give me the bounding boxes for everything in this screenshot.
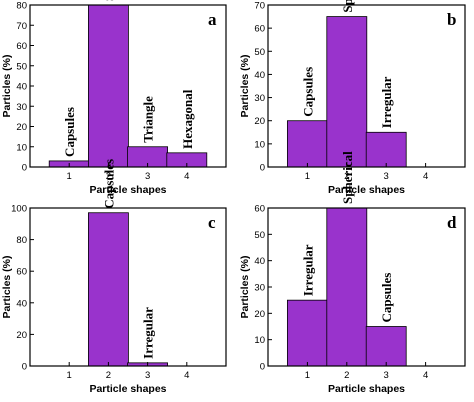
x-tick-label: 3 xyxy=(145,171,150,182)
bar-label: Capsules xyxy=(300,67,315,117)
y-tick-label: 30 xyxy=(16,102,27,113)
plot-frame xyxy=(267,4,466,168)
y-tick-label: 60 xyxy=(254,204,265,215)
bar xyxy=(88,212,129,367)
x-axis-title: Particle shapes xyxy=(328,184,405,196)
chart-panel-d: IrregularSphericalCapsules01020304050601… xyxy=(239,151,466,395)
chart-panel-a: Capsules Spherical Triangle Hexagonal 0 10 20 3… xyxy=(1,0,227,196)
y-tick-label: 60 xyxy=(16,41,27,52)
bar xyxy=(365,326,407,367)
x-axis-title: Particle shapes xyxy=(328,383,405,395)
bar-label: Irregular xyxy=(300,244,315,296)
y-tick-label: 0 xyxy=(260,163,265,174)
y-tick-label: 60 xyxy=(254,24,265,35)
y-tick-label: 80 xyxy=(16,235,27,246)
bar-label: Irregular xyxy=(379,76,394,128)
bar-label: Capsules xyxy=(62,107,77,157)
y-tick-label: 50 xyxy=(16,61,27,72)
x-tick-label: 1 xyxy=(305,171,310,182)
y-tick-label: 60 xyxy=(16,267,27,278)
y-tick-label: 20 xyxy=(16,330,27,341)
bar-label: Spherical xyxy=(340,151,355,204)
y-tick-label: 40 xyxy=(16,298,27,309)
y-tick-label: 0 xyxy=(22,362,27,373)
y-tick-label: 30 xyxy=(254,283,265,294)
bar xyxy=(326,207,368,367)
bar-label: Capsules xyxy=(101,159,116,209)
bar xyxy=(326,16,368,168)
y-tick-label: 10 xyxy=(254,139,265,150)
x-tick-label: 4 xyxy=(184,370,189,381)
plot-frame xyxy=(29,207,227,367)
y-tick-label: 50 xyxy=(254,47,265,58)
panel-letter: c xyxy=(208,213,216,232)
bar-label: Spherical xyxy=(340,0,355,13)
x-axis-title: Particle shapes xyxy=(89,184,166,196)
x-tick-label: 3 xyxy=(384,171,389,182)
panel-letter: d xyxy=(447,213,457,232)
y-tick-label: 70 xyxy=(254,1,265,12)
bar-label: Hexagonal xyxy=(180,89,195,149)
bar xyxy=(286,120,328,168)
y-tick-label: 50 xyxy=(254,230,265,241)
x-tick-label: 1 xyxy=(67,171,72,182)
x-tick-label: 1 xyxy=(67,370,72,381)
y-tick-label: 40 xyxy=(254,70,265,81)
x-tick-label: 3 xyxy=(384,370,389,381)
bar-label: Capsules xyxy=(379,273,394,323)
y-tick-label: 30 xyxy=(254,93,265,104)
y-tick-label: 10 xyxy=(254,335,265,346)
y-tick-label: 10 xyxy=(16,142,27,153)
y-tick-label: 20 xyxy=(254,116,265,127)
y-tick-label: 100 xyxy=(11,204,27,215)
bar xyxy=(88,4,129,168)
bar-label: Triangle xyxy=(141,96,156,143)
x-tick-label: 4 xyxy=(423,370,428,381)
y-tick-label: 0 xyxy=(260,362,265,373)
y-tick-label: 20 xyxy=(254,309,265,320)
y-tick-label: 70 xyxy=(16,21,27,32)
panel-letter: b xyxy=(447,10,456,29)
x-tick-label: 2 xyxy=(344,171,349,182)
y-axis-title: Particles (%) xyxy=(1,54,13,117)
y-axis-title: Particles (%) xyxy=(239,255,251,318)
panel-letter: a xyxy=(208,10,217,29)
y-tick-label: 80 xyxy=(16,1,27,12)
x-tick-label: 4 xyxy=(184,171,189,182)
chart-panel-b: Capsules Spherical Irregular 0 10 20 30 40 50 60 7… xyxy=(239,0,466,196)
y-tick-label: 40 xyxy=(16,82,27,93)
y-tick-label: 20 xyxy=(16,122,27,133)
x-tick-label: 3 xyxy=(145,370,150,381)
y-tick-label: 0 xyxy=(22,163,27,174)
x-tick-label: 4 xyxy=(423,171,428,182)
x-tick-label: 1 xyxy=(305,370,310,381)
x-axis-title: Particle shapes xyxy=(89,383,166,395)
bar xyxy=(365,131,407,168)
bar-label: Spherical xyxy=(101,0,116,1)
x-tick-label: 2 xyxy=(344,370,349,381)
bar-label: Irregular xyxy=(141,307,156,359)
x-tick-label: 2 xyxy=(106,370,111,381)
y-axis-title: Particles (%) xyxy=(1,255,13,318)
bar xyxy=(286,299,328,367)
y-tick-label: 40 xyxy=(254,256,265,267)
y-axis-title: Particles (%) xyxy=(239,54,251,117)
x-tick-label: 2 xyxy=(106,171,111,182)
